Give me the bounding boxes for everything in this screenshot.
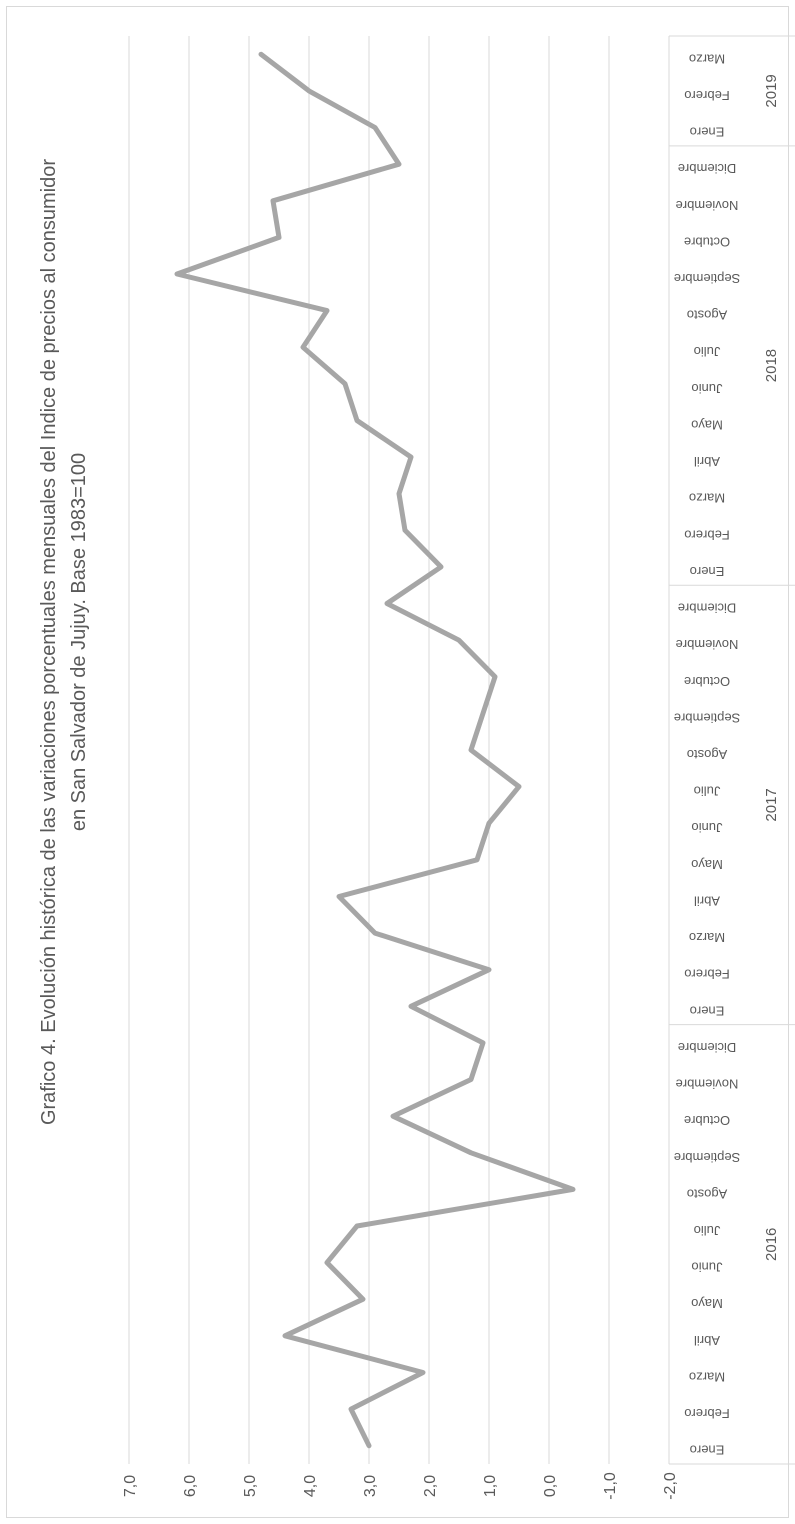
y-axis-ticks: 7,0 6,0 5,0 4,0 3,0 2,0 1,0 0,0 -1,0 -2,0 [122, 1472, 679, 1500]
y-tick-label: 6,0 [182, 1475, 199, 1497]
x-tick-label: Agosto [687, 747, 727, 762]
x-tick-label: Junio [691, 820, 722, 835]
y-tick-label: 0,0 [542, 1475, 559, 1497]
x-tick-label: Septiembre [674, 710, 740, 725]
x-tick-label: Junio [691, 1260, 722, 1275]
x-tick-label: Julio [694, 1223, 721, 1238]
x-tick-label: Marzo [689, 1369, 725, 1384]
x-tick-label: Noviembre [676, 198, 739, 213]
x-tick-label: Octubre [684, 674, 730, 689]
x-tick-label: Noviembre [676, 1077, 739, 1092]
x-tick-label: Septiembre [674, 271, 740, 286]
gridlines [128, 36, 670, 1464]
chart-subtitle: en San Salvador de Jujuy. Base 1983=100 [68, 453, 90, 831]
x-tick-label: Abril [694, 893, 720, 908]
y-tick-label: 4,0 [302, 1475, 319, 1497]
x-tick-label: Noviembre [676, 637, 739, 652]
x-tick-label: Febrero [684, 88, 730, 103]
x-tick-label: Enero [690, 564, 725, 579]
x-tick-label: Febrero [684, 1406, 730, 1421]
year-label: 2017 [763, 788, 780, 821]
x-tick-label: Julio [694, 784, 721, 799]
x-tick-label: Abril [694, 454, 720, 469]
x-tick-label: Abril [694, 1333, 720, 1348]
year-label: 2016 [763, 1228, 780, 1261]
x-tick-label: Junio [691, 381, 722, 396]
x-tick-label: Diciembre [678, 161, 737, 176]
x-tick-label: Febrero [684, 967, 730, 982]
y-tick-label: 2,0 [422, 1475, 439, 1497]
x-tick-label: Enero [690, 125, 725, 140]
y-tick-label: 7,0 [122, 1475, 139, 1497]
series-polyline [174, 51, 576, 1449]
x-tick-label: Mayo [691, 1296, 723, 1311]
x-tick-label: Diciembre [678, 1040, 737, 1055]
x-tick-label: Febrero [684, 527, 730, 542]
series-line [174, 51, 576, 1449]
y-tick-label: 1,0 [482, 1475, 499, 1497]
x-axis: Enero Febrero Marzo Abril Mayo Junio Julio Agos… [668, 35, 795, 1465]
chart-frame [6, 6, 789, 1518]
x-tick-label: Marzo [689, 491, 725, 506]
x-tick-label: Septiembre [674, 1150, 740, 1165]
year-label: 2018 [763, 349, 780, 382]
y-tick-label: 5,0 [242, 1475, 259, 1497]
x-tick-label: Enero [690, 1443, 725, 1458]
x-tick-label: Diciembre [678, 601, 737, 616]
chart-title: Grafico 4. Evolución histórica de las va… [38, 159, 60, 1125]
x-tick-label: Enero [690, 1003, 725, 1018]
x-tick-label: Mayo [691, 857, 723, 872]
y-tick-label: -2,0 [662, 1472, 679, 1500]
x-tick-label: Octubre [684, 1113, 730, 1128]
x-tick-label: Julio [694, 344, 721, 359]
x-tick-label: Agosto [687, 308, 727, 323]
x-tick-label: Octubre [684, 234, 730, 249]
x-tick-label: Marzo [689, 930, 725, 945]
year-label: 2019 [763, 74, 780, 107]
x-tick-label: Marzo [689, 51, 725, 66]
y-tick-label: 3,0 [362, 1475, 379, 1497]
x-tick-label: Mayo [691, 417, 723, 432]
y-tick-label: -1,0 [602, 1472, 619, 1500]
x-tick-label: Agosto [687, 1186, 727, 1201]
